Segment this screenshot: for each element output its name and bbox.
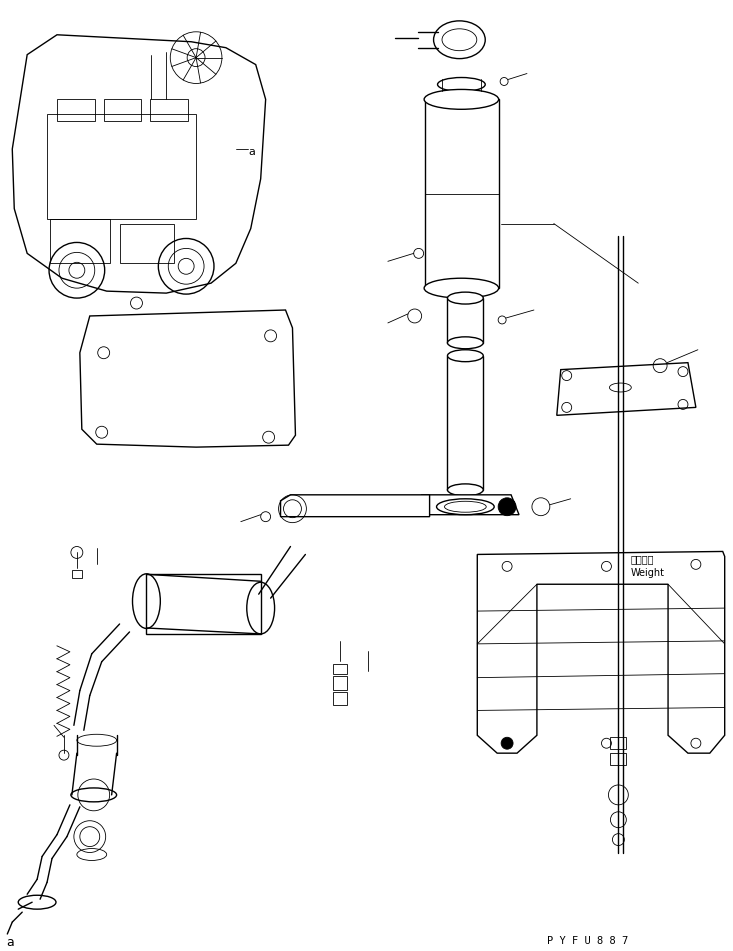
- Ellipse shape: [424, 89, 498, 109]
- Ellipse shape: [247, 582, 275, 634]
- Text: ウェイト: ウェイト: [630, 554, 654, 565]
- Ellipse shape: [447, 350, 483, 361]
- Circle shape: [498, 497, 516, 515]
- Text: a: a: [7, 936, 14, 949]
- Text: Weight: Weight: [630, 569, 664, 578]
- Ellipse shape: [447, 484, 483, 495]
- Bar: [334, 664, 347, 673]
- Bar: [50, 219, 110, 263]
- Polygon shape: [281, 495, 430, 516]
- Circle shape: [501, 737, 513, 749]
- Ellipse shape: [447, 292, 483, 304]
- Bar: [147, 574, 261, 634]
- Bar: [424, 99, 499, 288]
- Bar: [334, 691, 347, 706]
- Ellipse shape: [133, 573, 161, 629]
- Bar: [47, 114, 196, 219]
- Bar: [150, 99, 188, 121]
- Bar: [611, 753, 626, 766]
- Bar: [611, 737, 626, 749]
- Bar: [57, 99, 95, 121]
- Polygon shape: [557, 362, 696, 416]
- Bar: [334, 675, 347, 689]
- Text: P Y F U 8 8 7: P Y F U 8 8 7: [547, 936, 628, 946]
- Polygon shape: [412, 495, 519, 514]
- Ellipse shape: [424, 279, 498, 298]
- Bar: [447, 298, 483, 342]
- Ellipse shape: [447, 337, 483, 349]
- Bar: [119, 223, 174, 263]
- Bar: [72, 571, 82, 578]
- Bar: [447, 356, 483, 490]
- Bar: [103, 99, 141, 121]
- Text: a: a: [248, 147, 256, 157]
